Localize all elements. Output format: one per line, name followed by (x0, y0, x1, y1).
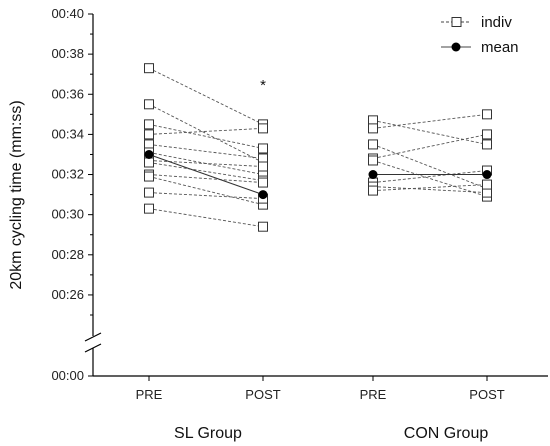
markers (144, 63, 492, 232)
y-axis-label: 20km cycling time (mm:ss) (8, 100, 25, 289)
y-tick-label: 00:26 (51, 287, 84, 302)
y-tick-label: 00:30 (51, 207, 84, 222)
individual-marker-post (258, 161, 268, 172)
individual-line (372, 186, 488, 194)
y-ticks: 00:26 00:28 00:30 00:32 00:34 00:36 00:38 00:40… (51, 6, 93, 383)
mean-marker-pre (144, 149, 154, 159)
mean-lines (148, 153, 487, 196)
individual-lines (148, 67, 488, 228)
y-tick-label: 00:36 (51, 86, 84, 101)
x-tick-label: POST (245, 387, 280, 402)
individual-line (148, 208, 264, 228)
x-tick-label: POST (469, 387, 504, 402)
mean-marker-post (482, 170, 492, 180)
individual-line (148, 176, 264, 206)
individual-line (148, 67, 264, 125)
axis-break-mark-1 (84, 332, 102, 342)
individual-marker-pre (368, 185, 378, 196)
individual-line (148, 152, 264, 175)
y-tick-label: 00:28 (51, 247, 84, 262)
y-tick-label: 00:40 (51, 6, 84, 21)
legend-indiv-marker (451, 17, 462, 27)
legend-indiv-label: indiv (481, 14, 512, 31)
individual-line (372, 113, 488, 129)
individual-line (148, 143, 264, 159)
individual-line (372, 133, 488, 159)
individual-marker-post (482, 129, 492, 140)
legend: indiv mean (441, 14, 519, 56)
individual-line (148, 192, 264, 200)
y-tick-label: 00:00 (51, 368, 84, 383)
group-label-sl: SL Group (174, 425, 242, 442)
significance-asterisk: * (260, 77, 266, 94)
individual-marker-post (482, 109, 492, 120)
mean-marker-pre (368, 170, 378, 180)
group-label-con: CON Group (404, 425, 489, 442)
x-tick-label: PRE (360, 387, 387, 402)
axis-break-mark-2 (84, 343, 102, 353)
individual-line (372, 184, 488, 192)
individual-marker-pre (144, 99, 154, 110)
y-tick-label: 00:34 (51, 126, 84, 141)
individual-marker-post (482, 179, 492, 190)
legend-mean-label: mean (481, 39, 519, 56)
individual-marker-pre (368, 139, 378, 150)
individual-marker-pre (368, 123, 378, 134)
individual-line (148, 162, 264, 181)
individual-marker-post (258, 177, 268, 188)
individual-line (148, 160, 264, 167)
y-tick-label: 00:32 (51, 167, 84, 182)
individual-marker-pre (144, 187, 154, 198)
mean-line (148, 153, 264, 196)
axes (84, 14, 548, 377)
individual-marker-pre (144, 203, 154, 214)
individual-line (148, 127, 264, 135)
individual-marker-pre (144, 129, 154, 140)
individual-line (148, 123, 264, 149)
y-tick-label: 00:38 (51, 46, 84, 61)
x-ticks: PRE POST PRE POST (136, 376, 505, 402)
individual-marker-pre (144, 171, 154, 182)
individual-line (372, 170, 488, 184)
individual-marker-pre (144, 119, 154, 130)
individual-line (372, 160, 488, 198)
individual-line (148, 103, 264, 163)
individual-marker-pre (144, 157, 154, 168)
x-tick-label: PRE (136, 387, 163, 402)
individual-marker-post (258, 123, 268, 134)
individual-line (372, 119, 488, 145)
individual-marker-post (258, 221, 268, 232)
individual-marker-post (258, 143, 268, 154)
individual-line (148, 174, 264, 184)
individual-marker-post (482, 139, 492, 150)
individual-marker-pre (144, 63, 154, 74)
individual-marker-pre (368, 155, 378, 166)
individual-line (372, 144, 488, 189)
legend-mean-marker (451, 42, 461, 52)
mean-marker-post (258, 190, 268, 200)
